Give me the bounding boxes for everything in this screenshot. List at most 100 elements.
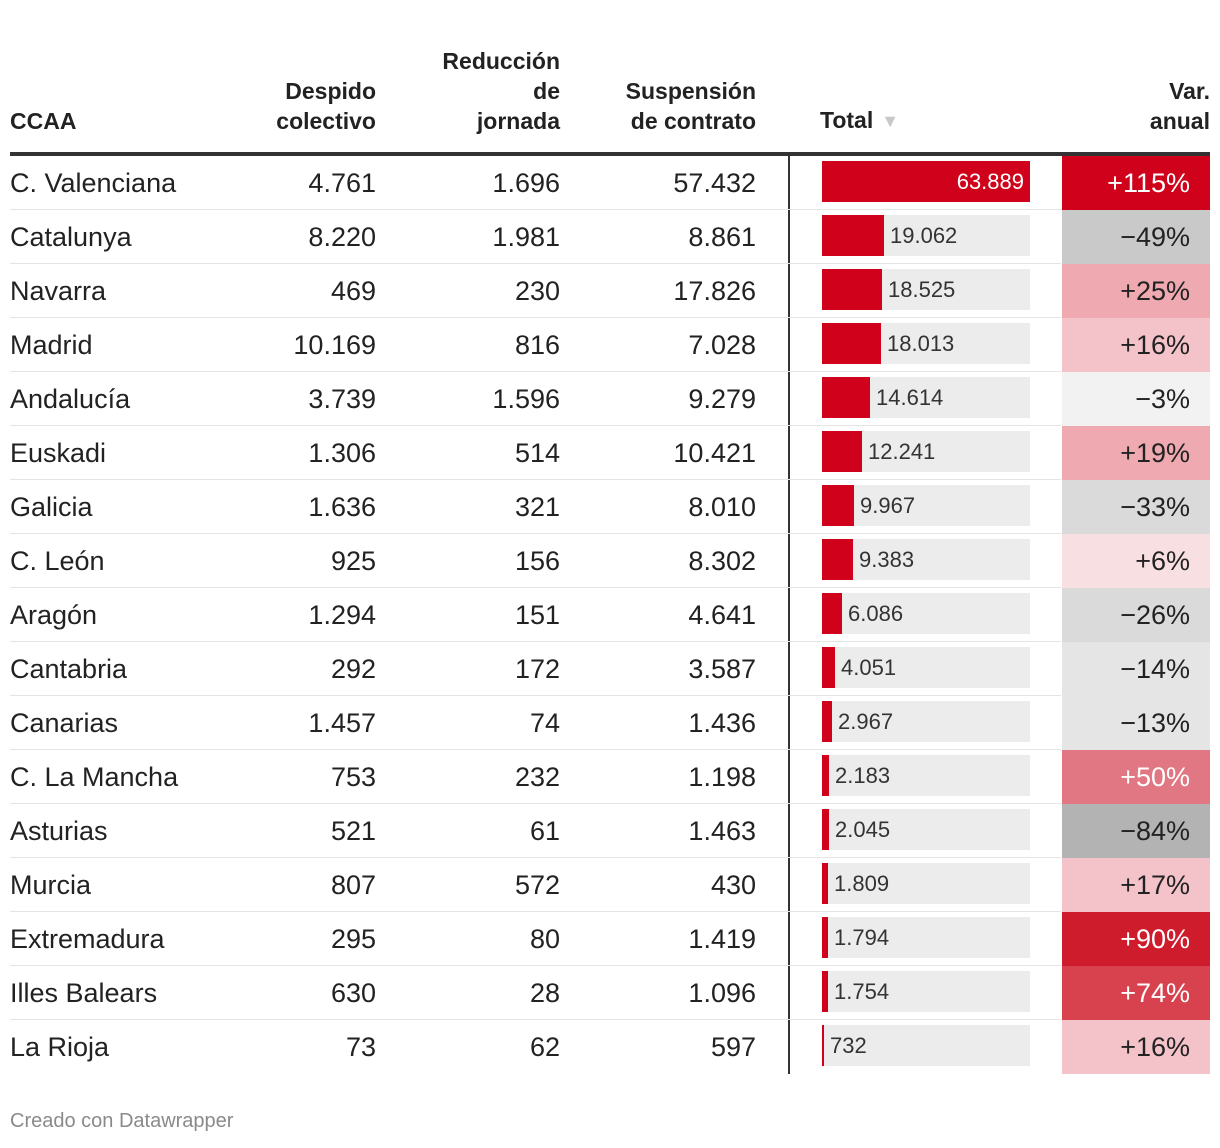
total-bar-label: 9.967 [860,493,916,518]
table-row: Canarias 1.457 74 1.436 2.967 −13% [10,696,1210,750]
cell-reduccion: 816 [514,330,560,360]
cell-despido: 3.739 [308,384,376,414]
cell-suspension: 1.436 [688,708,756,738]
cell-ccaa: Murcia [10,870,92,900]
header-despido-line: Despido [285,78,376,104]
header-suspension-line: de contrato [630,108,756,134]
cell-var-anual: +115% [1062,156,1210,210]
cell-ccaa: Aragón [10,600,98,630]
total-bar-track: 1.794 [822,917,1030,958]
credit-footer[interactable]: Creado con Datawrapper [10,1110,234,1132]
cell-ccaa: Catalunya [10,222,132,252]
cell-var-anual: −49% [1062,210,1210,264]
cell-despido: 292 [330,654,376,684]
total-bar-track: 1.754 [822,971,1030,1012]
total-bar [822,647,835,688]
cell-reduccion: 61 [529,816,560,846]
total-bar-label: 2.045 [835,817,891,842]
header-reduccion[interactable]: Reducción de jornada [442,46,560,136]
header-total[interactable]: Total ▼ [820,105,899,136]
total-bar-label: 18.525 [888,277,956,302]
cell-despido: 1.306 [308,438,376,468]
cell-despido: 753 [330,762,376,792]
total-bar-track: 2.183 [822,755,1030,796]
cell-despido: 10.169 [293,330,376,360]
header-suspension[interactable]: Suspensión de contrato [626,76,756,136]
cell-var-anual: −26% [1062,588,1210,642]
cell-despido: 295 [330,924,376,954]
cell-suspension: 8.861 [688,222,756,252]
header-despido-line: colectivo [276,108,376,134]
table-row: Galicia 1.636 321 8.010 9.967 −33% [10,480,1210,534]
cell-ccaa: Cantabria [10,654,128,684]
header-var-line: Var. [1169,78,1210,104]
header-var[interactable]: Var. anual [1150,76,1210,136]
header-despido[interactable]: Despido colectivo [276,76,376,136]
header-suspension-line: Suspensión [625,78,756,104]
cell-var-anual: +19% [1062,426,1210,480]
cell-ccaa: La Rioja [10,1032,110,1062]
total-bar-label: 9.383 [859,547,915,572]
total-bar [822,863,828,904]
total-bar [822,323,881,364]
cell-ccaa: C. Valenciana [10,168,177,198]
cell-reduccion: 28 [529,978,560,1008]
sort-descending-icon[interactable]: ▼ [881,111,900,131]
cell-var-anual: +16% [1062,1020,1210,1074]
total-bar [822,755,829,796]
header-reduccion-line: jornada [476,108,560,134]
total-bar [822,593,842,634]
table-row: Catalunya 8.220 1.981 8.861 19.062 −49% [10,210,1210,264]
cell-despido: 73 [345,1032,376,1062]
cell-ccaa: Andalucía [10,384,131,414]
cell-ccaa: Madrid [10,330,93,360]
total-bar-track: 2.045 [822,809,1030,850]
cell-var-anual: +25% [1062,264,1210,318]
header-total-label: Total [820,107,874,133]
cell-reduccion: 514 [514,438,560,468]
cell-suspension: 8.302 [688,546,756,576]
total-bar-label: 6.086 [848,601,904,626]
cell-reduccion: 1.696 [492,168,560,198]
cell-despido: 521 [330,816,376,846]
total-bar-label: 1.794 [834,925,890,950]
cell-despido: 1.636 [308,492,376,522]
total-bar-track: 12.241 [822,431,1030,472]
cell-suspension: 1.463 [688,816,756,846]
total-bar [822,269,882,310]
cell-suspension: 597 [710,1032,756,1062]
column-divider [788,156,790,1074]
cell-ccaa: Euskadi [10,438,107,468]
total-bar [822,377,870,418]
cell-despido: 4.761 [308,168,376,198]
total-bar-track: 1.809 [822,863,1030,904]
cell-suspension: 430 [710,870,756,900]
total-bar [822,161,1030,202]
cell-suspension: 7.028 [688,330,756,360]
header-reduccion-line: de [533,78,560,104]
cell-ccaa: C. León [10,546,105,576]
total-bar [822,215,884,256]
cell-suspension: 17.826 [673,276,756,306]
cell-reduccion: 1.981 [492,222,560,252]
cell-ccaa: Asturias [10,816,108,846]
cell-var-anual: −14% [1062,642,1210,696]
table-body: C. Valenciana 4.761 1.696 57.432 63.889 +115%… [10,156,1210,1074]
total-bar-label: 18.013 [887,331,955,356]
table-row: Asturias 521 61 1.463 2.045 −84% [10,804,1210,858]
cell-ccaa: Canarias [10,708,119,738]
total-bar [822,809,829,850]
table-header: CCAA Despido colectivo Reducción de jorn… [10,0,1210,156]
header-ccaa[interactable]: CCAA [10,106,76,136]
cell-var-anual: +90% [1062,912,1210,966]
cell-ccaa: Galicia [10,492,93,522]
total-bar [822,431,862,472]
total-bar-label: 14.614 [876,385,944,410]
total-bar-track: 6.086 [822,593,1030,634]
cell-var-anual: −33% [1062,480,1210,534]
data-table: CCAA Despido colectivo Reducción de jorn… [10,0,1210,1074]
table-row: Andalucía 3.739 1.596 9.279 14.614 −3% [10,372,1210,426]
cell-suspension: 1.198 [688,762,756,792]
cell-despido: 1.294 [308,600,376,630]
total-bar-label: 732 [830,1033,867,1058]
